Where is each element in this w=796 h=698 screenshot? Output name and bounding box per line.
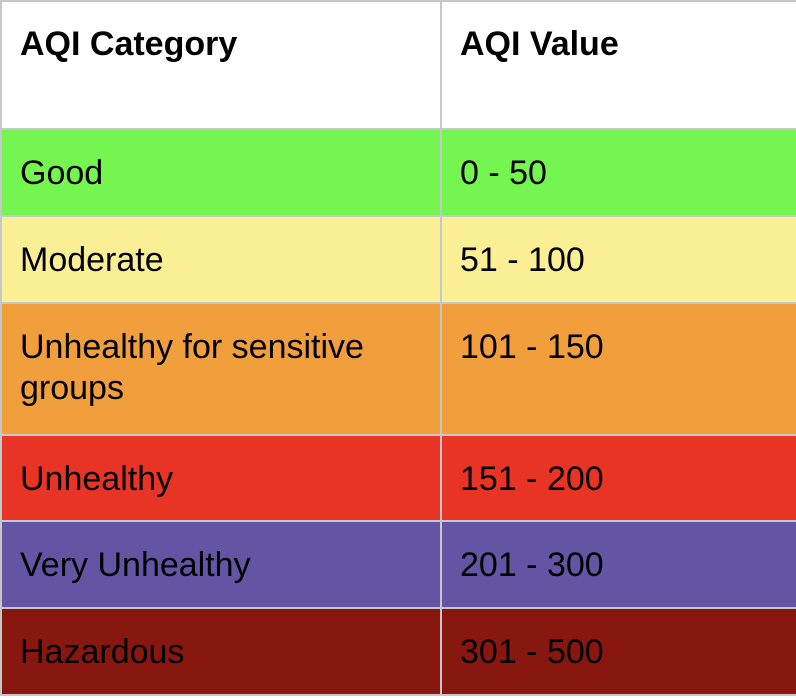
value-cell: 51 - 100 [440,215,796,304]
category-cell: Hazardous [0,607,442,696]
table-row: Hazardous 301 - 500 [0,607,796,696]
category-cell: Unhealthy [0,434,442,522]
header-aqi-value: AQI Value [440,0,796,130]
value-cell: 201 - 300 [440,520,796,609]
header-aqi-category: AQI Category [0,0,442,130]
table-row: Unhealthy for sensitive groups 101 - 150 [0,302,796,436]
table-row: Moderate 51 - 100 [0,215,796,304]
value-cell: 101 - 150 [440,302,796,436]
table-row: Very Unhealthy 201 - 300 [0,520,796,609]
category-cell: Moderate [0,215,442,304]
table-row: Good 0 - 50 [0,128,796,217]
header-row: AQI Category AQI Value [0,0,796,130]
value-cell: 0 - 50 [440,128,796,217]
value-cell: 151 - 200 [440,434,796,522]
category-cell: Unhealthy for sensitive groups [0,302,442,436]
category-cell: Good [0,128,442,217]
category-cell: Very Unhealthy [0,520,442,609]
value-cell: 301 - 500 [440,607,796,696]
table-row: Unhealthy 151 - 200 [0,434,796,522]
